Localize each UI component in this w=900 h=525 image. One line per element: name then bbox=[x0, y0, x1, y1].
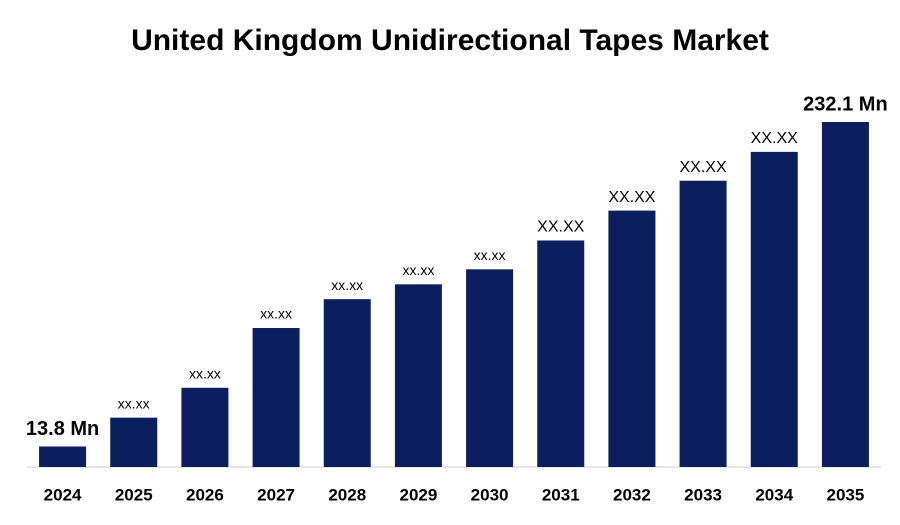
x-tick-label: 2029 bbox=[400, 485, 438, 504]
bar bbox=[608, 210, 656, 467]
data-label: XX.XX bbox=[608, 189, 655, 206]
bar bbox=[39, 446, 87, 467]
bar bbox=[323, 299, 371, 467]
data-label: XX.XX bbox=[680, 159, 727, 176]
bar bbox=[181, 387, 229, 467]
bar bbox=[252, 328, 300, 467]
bar bbox=[537, 240, 585, 467]
bar bbox=[750, 151, 798, 468]
data-label: xx.xx bbox=[260, 306, 292, 322]
data-label: xx.xx bbox=[474, 247, 506, 263]
data-label: XX.XX bbox=[537, 219, 584, 236]
x-tick-label: 2034 bbox=[755, 485, 793, 504]
x-tick-label: 2033 bbox=[684, 485, 722, 504]
x-tick-label: 2026 bbox=[186, 485, 224, 504]
data-label: XX.XX bbox=[751, 130, 798, 147]
bar bbox=[394, 284, 442, 467]
bar bbox=[821, 122, 869, 467]
data-label: xx.xx bbox=[118, 395, 150, 411]
x-tick-label: 2031 bbox=[542, 485, 580, 504]
chart-title: United Kingdom Unidirectional Tapes Mark… bbox=[131, 24, 769, 57]
x-tick-label: 2025 bbox=[115, 485, 153, 504]
data-label: 13.8 Mn bbox=[26, 418, 99, 440]
x-tick-label: 2035 bbox=[827, 485, 865, 504]
x-tick-label: 2024 bbox=[44, 485, 82, 504]
bar bbox=[466, 269, 514, 467]
data-label: xx.xx bbox=[331, 277, 363, 293]
x-tick-label: 2030 bbox=[471, 485, 509, 504]
data-label: xx.xx bbox=[189, 365, 221, 381]
x-tick-label: 2028 bbox=[328, 485, 366, 504]
x-tick-label: 2032 bbox=[613, 485, 651, 504]
data-label: 232.1 Mn bbox=[803, 93, 887, 115]
x-tick-label: 2027 bbox=[257, 485, 295, 504]
bar bbox=[679, 180, 727, 467]
bar bbox=[110, 417, 158, 467]
data-label: xx.xx bbox=[402, 262, 434, 278]
